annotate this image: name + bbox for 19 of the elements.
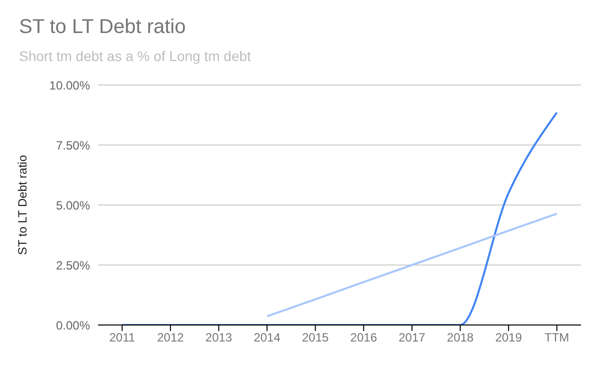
x-tick-label: 2011	[109, 330, 136, 345]
y-axis-title: ST to LT Debt ratio	[15, 154, 30, 256]
y-tick-label: 7.50%	[56, 138, 90, 152]
chart-subtitle: Short tm debt as a % of Long tm debt	[19, 48, 251, 64]
line-series	[266, 212, 558, 318]
x-tick-label: 2019	[495, 330, 522, 345]
x-tick-label: 2012	[157, 330, 184, 345]
x-tick-label: TTM	[544, 330, 570, 345]
x-tick-label: 2018	[446, 330, 474, 345]
x-tick-label: 2014	[254, 330, 281, 345]
chart-title: ST to LT Debt ratio	[19, 16, 186, 39]
y-tick-label: 2.50%	[56, 258, 90, 272]
y-tick-label: 0.00%	[56, 318, 90, 332]
x-tick-label: 2017	[398, 330, 426, 345]
x-tick-label: 2016	[350, 330, 378, 345]
x-tick-label: 2013	[205, 330, 232, 345]
y-tick-label: 5.00%	[56, 198, 90, 212]
x-tick-label: 2015	[302, 330, 330, 345]
y-tick-label: 10.00%	[49, 78, 90, 92]
